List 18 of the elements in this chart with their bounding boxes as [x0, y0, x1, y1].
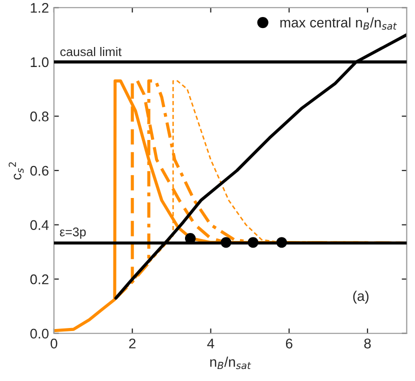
x-axis-title: n$_{B}$/n$_{sat}$ [210, 356, 252, 370]
y-axis-title: c$_{s}$$^{2}$ [8, 162, 24, 180]
annotation: (a) [353, 290, 368, 304]
x-tick-label: 8 [364, 338, 371, 348]
legend-label: max central n$_{B}$/n$_{sat}$ [280, 17, 397, 30]
annotation: ε=3p [60, 227, 86, 239]
y-tick-label: 1.0 [30, 57, 49, 68]
y-tick-label: 0.4 [30, 220, 49, 230]
x-tick-label: 2 [129, 338, 136, 348]
y-tick-label: 1.2 [30, 2, 48, 13]
x-tick-label: 6 [286, 338, 292, 348]
y-tick-label: 0.2 [30, 274, 48, 284]
x-tick-label: 4 [207, 338, 214, 348]
x-tick-label: 0 [50, 338, 58, 348]
ref-line-label: causal limit [60, 47, 122, 56]
y-tick-label: 0.6 [30, 166, 48, 176]
y-tick-label: 0.0 [30, 328, 49, 339]
y-tick-label: 0.8 [30, 112, 48, 122]
